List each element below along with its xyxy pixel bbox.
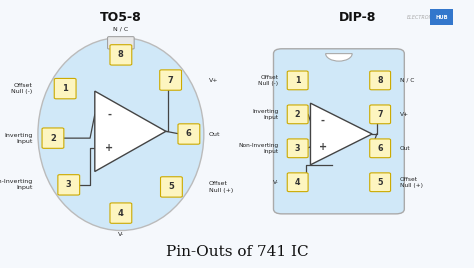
Text: V-: V- xyxy=(118,232,124,237)
Text: 7: 7 xyxy=(168,76,173,84)
Text: 3: 3 xyxy=(295,144,301,153)
FancyBboxPatch shape xyxy=(110,45,132,65)
Text: Non-Inverting
Input: Non-Inverting Input xyxy=(0,179,33,191)
FancyBboxPatch shape xyxy=(273,49,404,214)
Text: 1: 1 xyxy=(295,76,301,85)
Text: Pin-Outs of 741 IC: Pin-Outs of 741 IC xyxy=(166,245,308,259)
Text: 8: 8 xyxy=(377,76,383,85)
Text: V-: V- xyxy=(273,180,278,185)
Text: HUB: HUB xyxy=(435,15,448,20)
Text: V+: V+ xyxy=(400,112,409,117)
Text: 7: 7 xyxy=(377,110,383,119)
FancyBboxPatch shape xyxy=(58,175,80,195)
Text: V+: V+ xyxy=(209,77,219,83)
FancyBboxPatch shape xyxy=(287,139,308,158)
FancyBboxPatch shape xyxy=(370,105,391,124)
Text: 4: 4 xyxy=(118,209,124,218)
Text: Offset
Null (-): Offset Null (-) xyxy=(11,83,33,94)
Text: Out: Out xyxy=(400,146,410,151)
Text: TO5-8: TO5-8 xyxy=(100,11,142,24)
Text: 2: 2 xyxy=(50,134,56,143)
FancyBboxPatch shape xyxy=(54,79,76,99)
FancyBboxPatch shape xyxy=(108,37,134,49)
FancyBboxPatch shape xyxy=(370,139,391,158)
FancyBboxPatch shape xyxy=(42,128,64,148)
FancyBboxPatch shape xyxy=(370,71,391,90)
Text: Out: Out xyxy=(209,132,220,136)
Text: +: + xyxy=(319,142,327,152)
Text: Offset
Null (-): Offset Null (-) xyxy=(258,75,278,86)
Text: 1: 1 xyxy=(62,84,68,93)
Text: 5: 5 xyxy=(168,183,174,191)
Ellipse shape xyxy=(38,38,204,230)
FancyBboxPatch shape xyxy=(110,203,132,223)
Text: 2: 2 xyxy=(295,110,301,119)
Text: Inverting
Input: Inverting Input xyxy=(252,109,278,120)
Text: 8: 8 xyxy=(118,50,124,59)
Text: 4: 4 xyxy=(295,178,301,187)
Polygon shape xyxy=(95,91,166,172)
FancyBboxPatch shape xyxy=(287,173,308,192)
Text: 5: 5 xyxy=(377,178,383,187)
Wedge shape xyxy=(326,54,352,61)
Text: 6: 6 xyxy=(377,144,383,153)
Polygon shape xyxy=(310,103,372,165)
Text: +: + xyxy=(105,143,113,153)
Text: Non-Inverting
Input: Non-Inverting Input xyxy=(238,143,278,154)
Text: 3: 3 xyxy=(66,180,72,189)
Text: -: - xyxy=(321,116,325,126)
FancyBboxPatch shape xyxy=(370,173,391,192)
Text: Offset
Null (+): Offset Null (+) xyxy=(209,181,233,192)
FancyBboxPatch shape xyxy=(161,177,182,197)
Text: Offset
Null (+): Offset Null (+) xyxy=(400,177,423,188)
Text: Inverting
Input: Inverting Input xyxy=(4,133,33,144)
Text: DIP-8: DIP-8 xyxy=(339,11,376,24)
FancyBboxPatch shape xyxy=(160,70,182,90)
Text: N / C: N / C xyxy=(400,78,414,83)
FancyBboxPatch shape xyxy=(287,105,308,124)
Text: ELECTRONICS: ELECTRONICS xyxy=(406,15,441,20)
FancyBboxPatch shape xyxy=(178,124,200,144)
Text: 6: 6 xyxy=(186,129,192,139)
Text: -: - xyxy=(107,109,111,120)
Text: N / C: N / C xyxy=(113,27,128,32)
FancyBboxPatch shape xyxy=(287,71,308,90)
